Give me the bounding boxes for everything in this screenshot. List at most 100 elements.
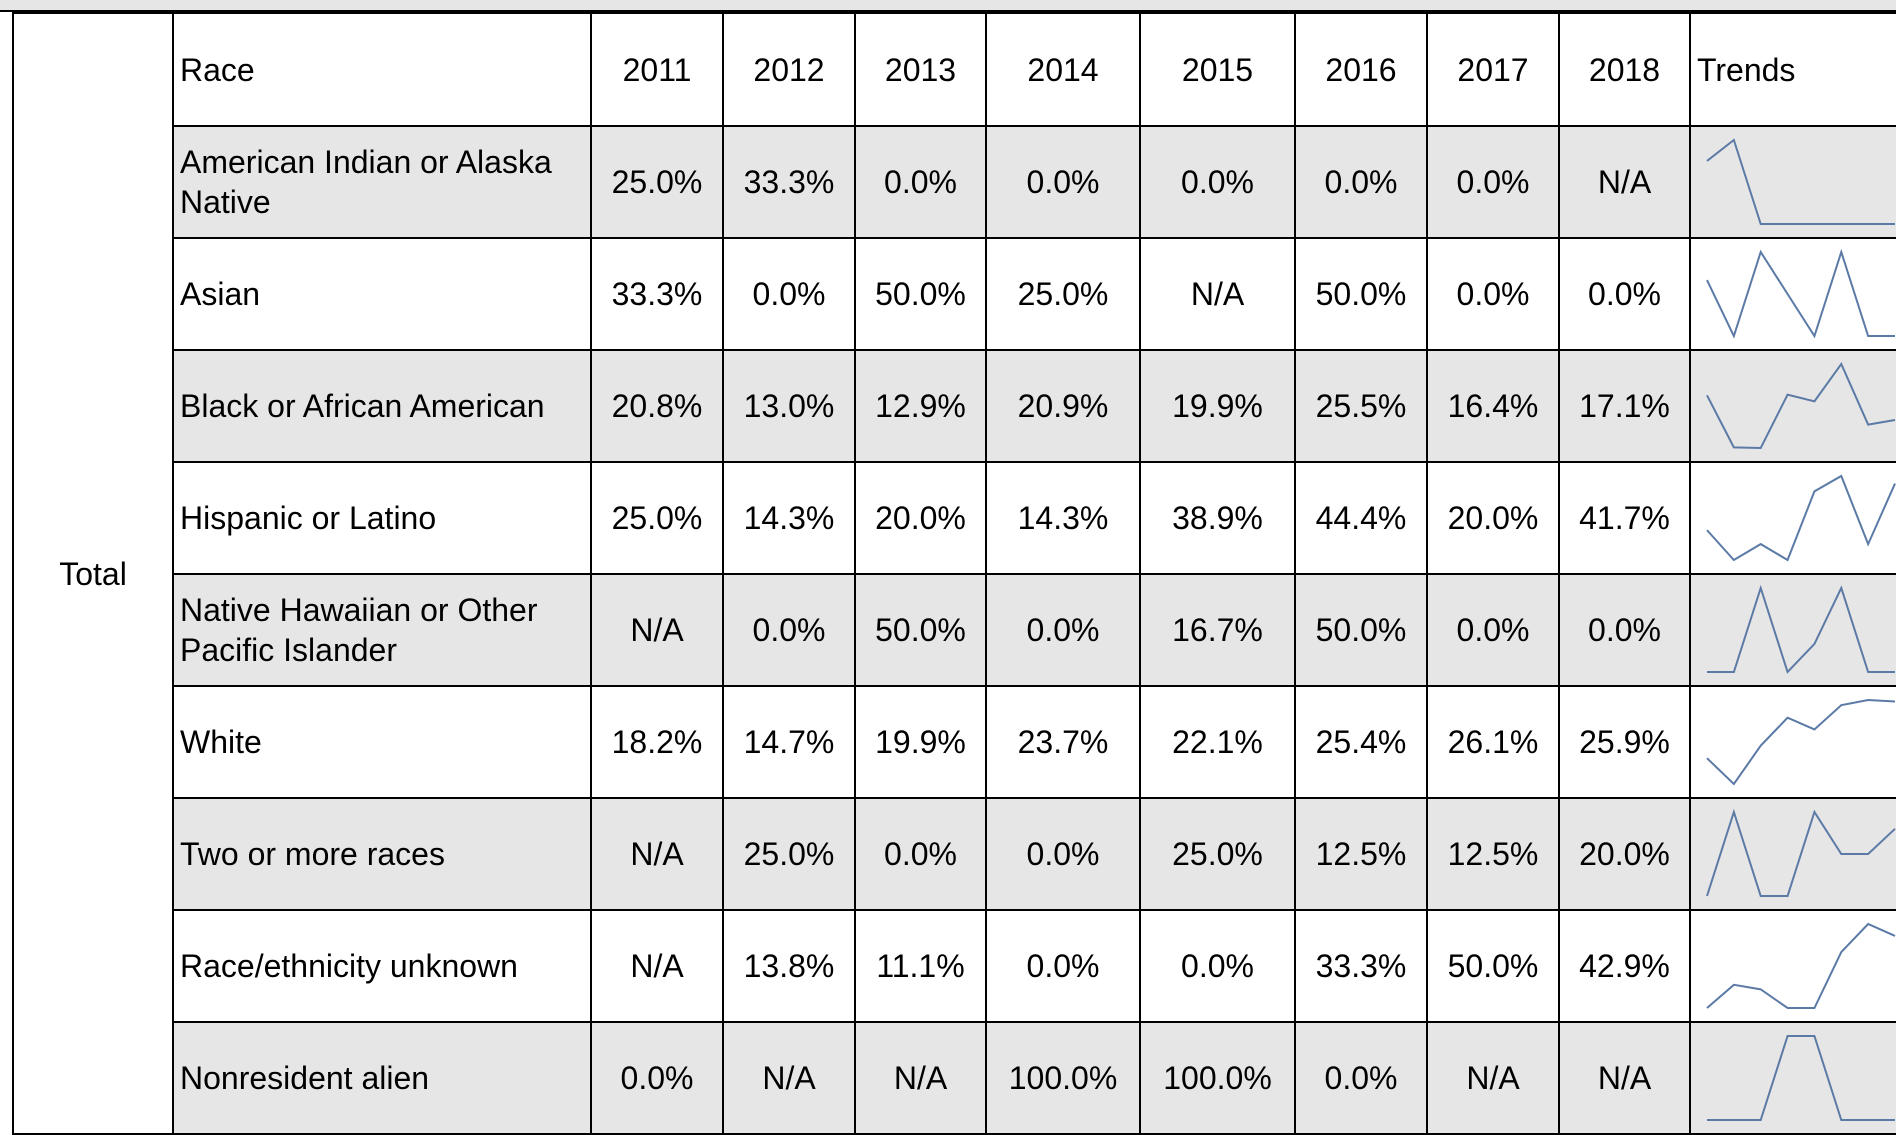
cell-value: 25.0% xyxy=(985,237,1141,351)
data-row: Race/ethnicity unknown N/A 13.8% 11.1% 0.0% 0… xyxy=(13,909,1896,1023)
cell-value: 0.0% xyxy=(722,237,856,351)
sparkline xyxy=(1707,584,1895,674)
data-row: Native Hawaiian or Other Pacific Islande… xyxy=(13,573,1896,687)
column-header: 2013 xyxy=(854,12,987,127)
cell-value: 0.0% xyxy=(985,797,1141,911)
data-table: Total Race 2011 2012 2013 2014 2015 2016 2017 201… xyxy=(12,12,1896,1135)
cell-value: 13.8% xyxy=(722,909,856,1023)
data-row: White 18.2% 14.7% 19.9% 23.7% 22.1% 25.4% 26.1%… xyxy=(13,685,1896,799)
cell-value: 20.9% xyxy=(985,349,1141,463)
cell-value: 100.0% xyxy=(985,1021,1141,1135)
race-label: Native Hawaiian or Other Pacific Islande… xyxy=(172,573,592,687)
cell-value: 0.0% xyxy=(1426,237,1560,351)
trend-cell xyxy=(1689,237,1896,351)
cell-value: 25.0% xyxy=(1139,797,1296,911)
sparkline xyxy=(1706,698,1896,786)
cell-value: 33.3% xyxy=(1294,909,1428,1023)
column-header: 2015 xyxy=(1139,12,1296,127)
cell-value: 14.7% xyxy=(722,685,856,799)
cell-value: N/A xyxy=(1139,237,1296,351)
cell-value: 25.0% xyxy=(722,797,856,911)
trend-cell xyxy=(1689,125,1896,239)
race-label: Nonresident alien xyxy=(172,1021,592,1135)
cell-value: 50.0% xyxy=(1426,909,1560,1023)
cell-value: 19.9% xyxy=(854,685,987,799)
sparkline xyxy=(1706,922,1896,1009)
race-label: Race/ethnicity unknown xyxy=(172,909,592,1023)
race-label: Black or African American xyxy=(172,349,592,463)
sparkline-box xyxy=(1707,584,1895,674)
sparkline-box xyxy=(1706,698,1896,786)
sparkline-box xyxy=(1706,248,1895,339)
cell-value: 50.0% xyxy=(854,573,987,687)
trend-cell xyxy=(1689,1021,1896,1135)
cell-value: 50.0% xyxy=(854,237,987,351)
cell-value: 14.3% xyxy=(985,461,1141,575)
cell-value: 12.9% xyxy=(854,349,987,463)
trend-cell xyxy=(1689,685,1896,799)
trend-cell xyxy=(1689,797,1896,911)
data-row: Nonresident alien 0.0% N/A N/A 100.0% 100.0% 0… xyxy=(13,1021,1896,1135)
cell-value: 0.0% xyxy=(854,797,987,911)
trend-cell xyxy=(1689,909,1896,1023)
top-band xyxy=(0,0,1896,12)
cell-value: 17.1% xyxy=(1558,349,1691,463)
race-label: American Indian or Alaska Native xyxy=(172,125,592,239)
cell-value: 41.7% xyxy=(1558,461,1691,575)
cell-value: 16.4% xyxy=(1426,349,1560,463)
cell-value: 0.0% xyxy=(985,909,1141,1023)
cell-value: 22.1% xyxy=(1139,685,1296,799)
header-row: Total Race 2011 2012 2013 2014 2015 2016 2017 201… xyxy=(12,12,1896,1135)
cell-value: 33.3% xyxy=(590,237,724,351)
trend-cell xyxy=(1689,461,1896,575)
column-header: 2017 xyxy=(1426,12,1560,127)
sparkline-box xyxy=(1706,361,1896,450)
cell-value: 11.1% xyxy=(854,909,987,1023)
cell-value: 25.0% xyxy=(590,461,724,575)
cell-value: 0.0% xyxy=(1426,573,1560,687)
cell-value: 0.0% xyxy=(1139,909,1296,1023)
cell-value: 0.0% xyxy=(985,573,1141,687)
cell-value: 50.0% xyxy=(1294,573,1428,687)
sparkline xyxy=(1707,1035,1895,1121)
race-label: White xyxy=(172,685,592,799)
race-label: Two or more races xyxy=(172,797,592,911)
cell-value: 20.0% xyxy=(1558,797,1691,911)
cell-value: N/A xyxy=(1426,1021,1560,1135)
column-header: Race xyxy=(172,12,592,127)
cell-value: 13.0% xyxy=(722,349,856,463)
sparkline-box xyxy=(1706,808,1896,897)
sparkline-box xyxy=(1706,474,1896,562)
cell-value: 19.9% xyxy=(1139,349,1296,463)
race-label: Hispanic or Latino xyxy=(172,461,592,575)
sparkline-box xyxy=(1706,138,1895,225)
column-header: Trends xyxy=(1689,12,1896,127)
cell-value: N/A xyxy=(590,909,724,1023)
cell-value: 42.9% xyxy=(1558,909,1691,1023)
cell-value: N/A xyxy=(1558,125,1691,239)
data-row: Two or more races N/A 25.0% 0.0% 0.0% 25.0% 12… xyxy=(13,797,1896,911)
data-row: Hispanic or Latino 25.0% 14.3% 20.0% 14.3% 38… xyxy=(13,461,1896,575)
column-header: 2016 xyxy=(1294,12,1428,127)
cell-value: 50.0% xyxy=(1294,237,1428,351)
cell-value: 20.0% xyxy=(854,461,987,575)
cell-value: N/A xyxy=(1558,1021,1691,1135)
data-row: Black or African American 20.8% 13.0% 12.9%… xyxy=(13,349,1896,463)
trend-cell xyxy=(1689,573,1896,687)
cell-value: 16.7% xyxy=(1139,573,1296,687)
cell-value: 25.5% xyxy=(1294,349,1428,463)
cell-value: 0.0% xyxy=(1294,1021,1428,1135)
cell-value: 38.9% xyxy=(1139,461,1296,575)
cell-value: N/A xyxy=(854,1021,987,1135)
column-header: 2011 xyxy=(590,12,724,127)
data-row: Asian 33.3% 0.0% 50.0% 25.0% N/A 50.0% 0.0% 0.0% xyxy=(13,237,1896,351)
cell-value: 20.0% xyxy=(1426,461,1560,575)
cell-value: 23.7% xyxy=(985,685,1141,799)
column-header: 2014 xyxy=(985,12,1141,127)
cell-value: 25.9% xyxy=(1558,685,1691,799)
sparkline xyxy=(1706,248,1895,339)
column-header: 2018 xyxy=(1558,12,1691,127)
cell-value: 0.0% xyxy=(1139,125,1296,239)
cell-value: 0.0% xyxy=(1558,573,1691,687)
cell-value: 33.3% xyxy=(722,125,856,239)
